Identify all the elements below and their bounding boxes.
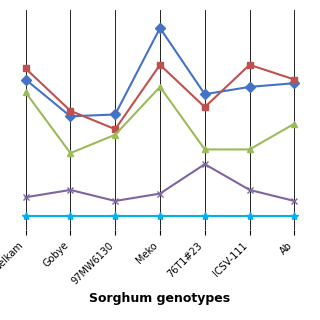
X-axis label: Sorghum genotypes: Sorghum genotypes: [89, 292, 231, 305]
